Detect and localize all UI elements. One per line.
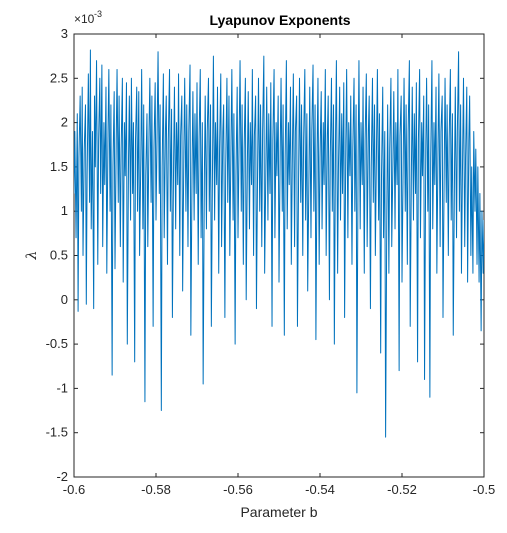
series-group — [74, 49, 484, 438]
x-tick-label: -0.6 — [63, 482, 85, 497]
y-tick-label: -1.5 — [46, 425, 68, 440]
x-tick-label: -0.5 — [473, 482, 495, 497]
y-tick-label: -0.5 — [46, 336, 68, 351]
y-axis-ticks: 3 2.5 2 1.5 1 0.5 0 -0.5 -1 -1.5 -2 — [46, 26, 484, 484]
x-tick-label: -0.54 — [305, 482, 335, 497]
y-tick-label: 0.5 — [50, 248, 68, 263]
y-tick-label: 2 — [61, 115, 68, 130]
x-tick-label: -0.52 — [387, 482, 417, 497]
chart-title: Lyapunov Exponents — [209, 12, 350, 28]
y-exponent-base: ×10 — [74, 12, 95, 26]
x-axis-ticks: -0.6 -0.58 -0.56 -0.54 -0.52 -0.5 — [63, 34, 495, 497]
y-tick-label: 0 — [61, 292, 68, 307]
y-tick-label: 2.5 — [50, 70, 68, 85]
y-tick-label: -2 — [56, 469, 68, 484]
x-tick-label: -0.56 — [223, 482, 253, 497]
y-tick-label: 1 — [61, 203, 68, 218]
y-tick-label: 1.5 — [50, 159, 68, 174]
y-exponent-power: -3 — [94, 9, 102, 19]
y-axis-label: λ — [24, 251, 40, 261]
x-axis-label: Parameter b — [240, 504, 317, 520]
y-tick-label: -1 — [56, 380, 68, 395]
x-tick-label: -0.58 — [141, 482, 171, 497]
series-line-0 — [74, 49, 484, 438]
y-axis-exponent: ×10 -3 — [74, 9, 102, 26]
y-tick-label: 3 — [61, 26, 68, 41]
